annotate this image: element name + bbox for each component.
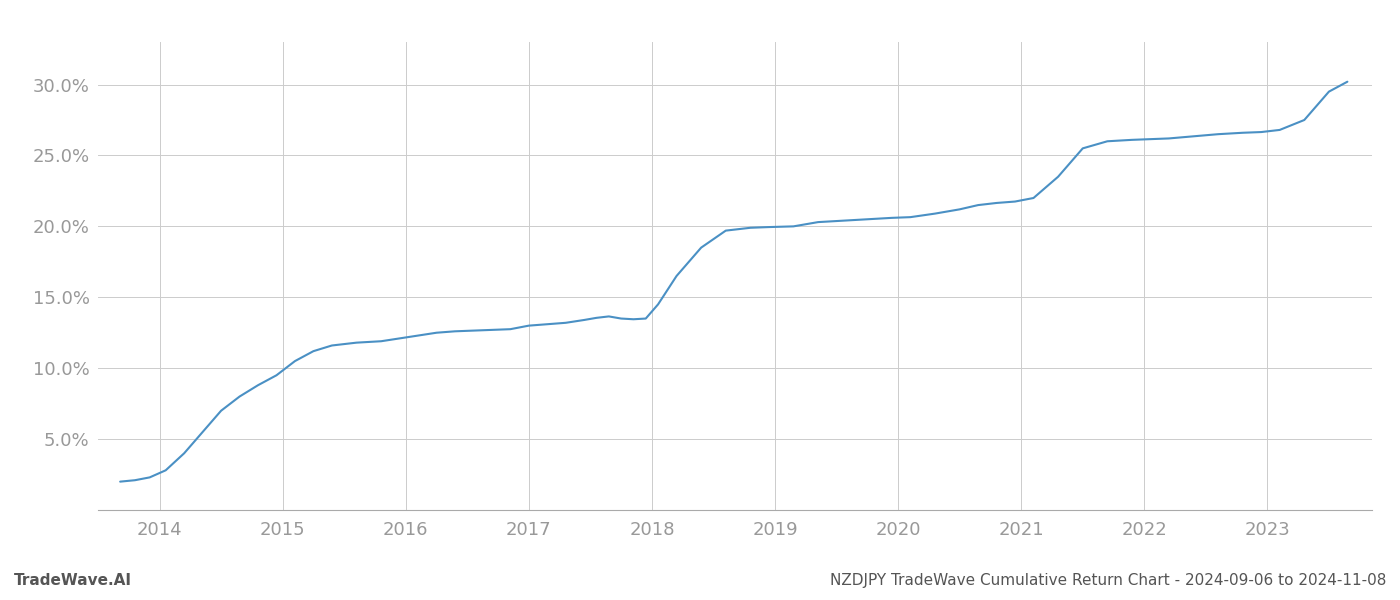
Text: NZDJPY TradeWave Cumulative Return Chart - 2024-09-06 to 2024-11-08: NZDJPY TradeWave Cumulative Return Chart… [830, 573, 1386, 588]
Text: TradeWave.AI: TradeWave.AI [14, 573, 132, 588]
